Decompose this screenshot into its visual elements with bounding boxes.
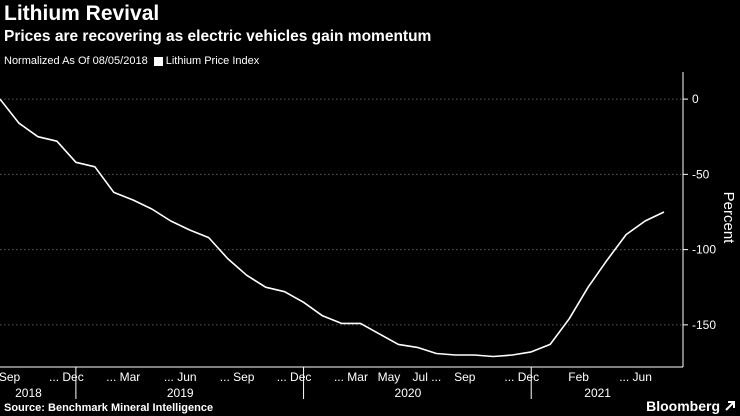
y-axis-title: Percent <box>720 192 737 245</box>
x-tick-label: ... Dec <box>277 370 312 384</box>
legend-normalized-note: Normalized As Of 08/05/2018 <box>4 55 148 67</box>
x-year-label: 2018 <box>15 386 42 400</box>
x-tick-label: ... Mar <box>106 370 140 384</box>
x-tick-label: Sep <box>454 370 476 384</box>
x-tick-label: ... Dec <box>49 370 84 384</box>
y-tick-label: -150 <box>692 318 716 332</box>
x-tick-label: ... Mar <box>334 370 368 384</box>
y-tick-label: -50 <box>692 167 710 181</box>
chart-subtitle: Prices are recovering as electric vehicl… <box>4 28 432 45</box>
y-tick-label: 0 <box>692 92 699 106</box>
x-tick-label: ... Jun <box>619 370 652 384</box>
x-tick-label: May <box>378 370 401 384</box>
brand-logo: Bloomberg <box>646 398 720 414</box>
x-year-label: 2021 <box>584 386 611 400</box>
source-note: Source: Benchmark Mineral Intelligence <box>4 402 214 414</box>
chart-title: Lithium Revival <box>4 2 160 25</box>
x-year-label: 2019 <box>167 386 194 400</box>
x-tick-label: Jul ... <box>413 370 442 384</box>
x-tick-label: Sep <box>0 370 20 384</box>
bloomberg-mark-icon <box>725 401 735 411</box>
legend-swatch <box>153 56 163 66</box>
y-tick-label: -100 <box>692 243 716 257</box>
x-tick-label: ... Sep <box>220 370 255 384</box>
x-tick-label: ... Jun <box>164 370 197 384</box>
series-line-lithium-price-index <box>0 98 665 358</box>
x-tick-label: Feb <box>568 370 589 384</box>
legend: Normalized As Of 08/05/2018 Lithium Pric… <box>4 55 259 67</box>
x-tick-label: ... Dec <box>504 370 539 384</box>
legend-series-label: Lithium Price Index <box>165 55 260 67</box>
x-year-label: 2020 <box>395 386 422 400</box>
